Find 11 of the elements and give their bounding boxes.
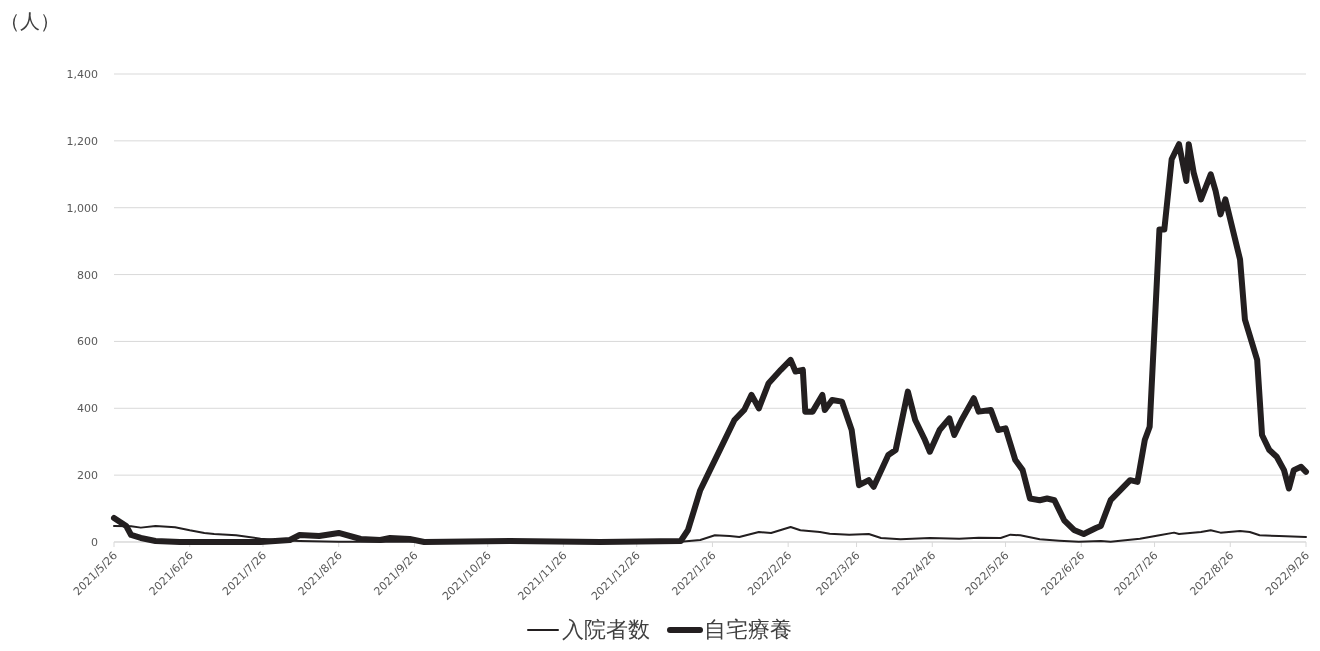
y-tick-label: 600 xyxy=(77,335,98,349)
y-axis-title: （人） xyxy=(0,9,60,33)
y-tick-label: 1,200 xyxy=(66,134,98,148)
y-tick-label: 0 xyxy=(91,536,98,549)
y-tick-label: 1,000 xyxy=(66,201,98,215)
y-tick-label: 400 xyxy=(77,402,98,416)
legend-label: 入院者数 xyxy=(562,617,650,642)
y-tick-label: 800 xyxy=(77,268,98,282)
y-tick-label: 200 xyxy=(77,469,98,483)
legend-label: 自宅療養 xyxy=(704,617,792,642)
y-tick-label: 1,400 xyxy=(66,68,98,81)
